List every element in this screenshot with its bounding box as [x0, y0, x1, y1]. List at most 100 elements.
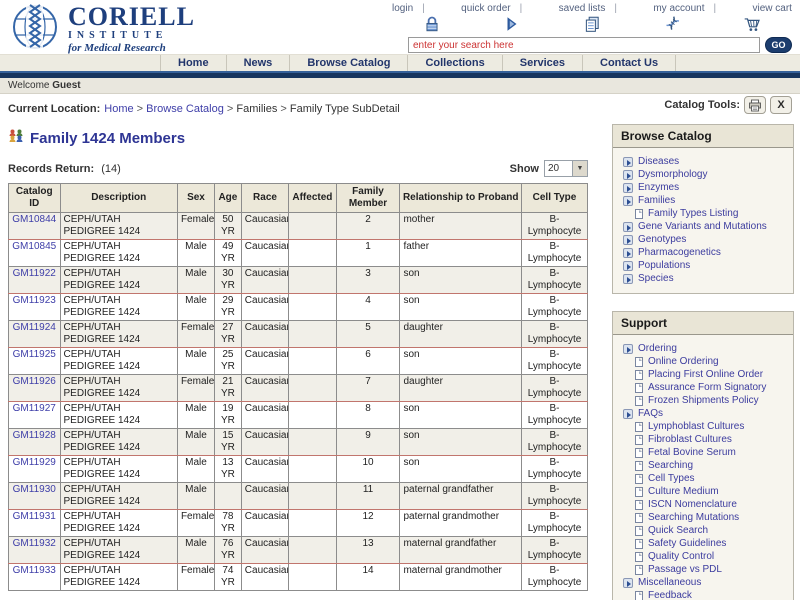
sidebar-item[interactable]: Fetal Bovine Serum: [619, 446, 789, 459]
sidebar-item[interactable]: Safety Guidelines: [619, 537, 789, 550]
catalog-tools: Catalog Tools: X: [664, 96, 792, 114]
logo-name: CORIELL: [68, 2, 195, 31]
nav-item[interactable]: Collections: [408, 55, 503, 71]
catalog-id-link[interactable]: GM11933: [12, 565, 56, 576]
sidebar-item[interactable]: Pharmacogenetics: [619, 246, 789, 259]
coriell-logo[interactable]: CORIELL INSTITUTE for Medical Research: [10, 2, 195, 57]
cell-affected: [288, 347, 337, 375]
sidebar-item[interactable]: Diseases: [619, 155, 789, 168]
cell-relationship: son: [399, 266, 523, 294]
sidebar-item[interactable]: Frozen Shipments Policy: [619, 394, 789, 407]
sidebar-item[interactable]: Gene Variants and Mutations: [619, 220, 789, 233]
sidebar-item[interactable]: Online Ordering: [619, 355, 789, 368]
sidebar-item[interactable]: Culture Medium: [619, 485, 789, 498]
catalog-id-link[interactable]: GM11932: [12, 538, 56, 549]
sidebar-item[interactable]: Assurance Form Signatory: [619, 381, 789, 394]
saved-lists-documents-icon[interactable]: [583, 15, 601, 33]
expand-icon: [623, 234, 633, 245]
printer-icon[interactable]: [744, 96, 766, 114]
cell-description: CEPH/UTAH PEDIGREE 1424: [59, 239, 178, 267]
search-input[interactable]: [408, 37, 760, 53]
sidebar-item[interactable]: ISCN Nomenclature: [619, 498, 789, 511]
utility-link[interactable]: login: [392, 3, 425, 14]
nav-item[interactable]: News: [227, 55, 291, 71]
cell-cell-type: B-Lymphocyte: [521, 347, 588, 375]
quick-order-arrow-icon[interactable]: [503, 15, 521, 33]
sidebar-item[interactable]: Miscellaneous: [619, 576, 789, 589]
page-icon: [635, 447, 643, 458]
catalog-id-link[interactable]: GM11922: [12, 268, 56, 279]
breadcrumb-item[interactable]: Families: [236, 103, 290, 115]
cell-affected: [288, 374, 337, 402]
sidebar-item[interactable]: Enzymes: [619, 181, 789, 194]
breadcrumb-item[interactable]: Browse Catalog: [146, 103, 236, 115]
sidebar-item[interactable]: Families: [619, 194, 789, 207]
sidebar-item[interactable]: Searching Mutations: [619, 511, 789, 524]
utility-link[interactable]: my account: [653, 3, 716, 14]
cell-age: 74 YR: [214, 563, 242, 591]
sidebar-item[interactable]: Feedback: [619, 589, 789, 600]
sidebar-item[interactable]: Quality Control: [619, 550, 789, 563]
chevron-down-icon[interactable]: ▼: [572, 161, 587, 176]
catalog-id-link[interactable]: GM11931: [12, 511, 56, 522]
breadcrumb-item[interactable]: Home: [104, 103, 146, 115]
cart-icon[interactable]: [743, 15, 761, 33]
page-icon: [635, 525, 643, 536]
sidebar-item[interactable]: Searching: [619, 459, 789, 472]
page-icon: [635, 208, 643, 219]
sidebar-item[interactable]: Fibroblast Cultures: [619, 433, 789, 446]
sidebar-item[interactable]: Placing First Online Order: [619, 368, 789, 381]
sidebar-item[interactable]: FAQs: [619, 407, 789, 420]
expand-icon: [623, 195, 633, 206]
catalog-id-link[interactable]: GM10844: [12, 214, 57, 225]
sidebar-item[interactable]: Lymphoblast Cultures: [619, 420, 789, 433]
nav-item[interactable]: Browse Catalog: [290, 55, 409, 71]
catalog-id-link[interactable]: GM11925: [12, 349, 56, 360]
nav-item[interactable]: Contact Us: [583, 55, 677, 71]
sidebar-item-label: Searching Mutations: [648, 512, 740, 523]
sidebar-item-label: FAQs: [638, 408, 664, 419]
catalog-id-link[interactable]: GM11929: [12, 457, 56, 468]
cell-sex: Female: [176, 320, 216, 348]
cell-family-member: 3: [335, 266, 401, 294]
browse-catalog-box: Browse Catalog Diseases Dysmorphology: [612, 124, 794, 294]
cell-age: 49 YR: [214, 239, 242, 267]
page-title: Family 1424 Members: [30, 130, 186, 147]
sidebar-item[interactable]: Family Types Listing: [619, 207, 789, 220]
sidebar-item[interactable]: Populations: [619, 259, 789, 272]
sidebar-item[interactable]: Dysmorphology: [619, 168, 789, 181]
sidebar-item-label: Gene Variants and Mutations: [638, 221, 767, 232]
sidebar-item-label: Species: [638, 273, 674, 284]
dna-icon[interactable]: [663, 15, 681, 33]
show-count-select[interactable]: 20 ▼: [544, 160, 588, 177]
nav-item[interactable]: Home: [160, 55, 227, 71]
sidebar-item[interactable]: Cell Types: [619, 472, 789, 485]
cell-family-member: 4: [335, 293, 401, 321]
utility-link[interactable]: saved lists: [559, 3, 617, 14]
cell-sex: Male: [176, 266, 216, 294]
excel-export-icon[interactable]: X: [770, 96, 792, 114]
cell-cell-type: B-Lymphocyte: [521, 239, 588, 267]
catalog-id-link[interactable]: GM11927: [12, 403, 56, 414]
sidebar-item[interactable]: Passage vs PDL: [619, 563, 789, 576]
nav-item[interactable]: Services: [503, 55, 584, 71]
sidebar-item[interactable]: Genotypes: [619, 233, 789, 246]
family-members-table: Catalog ID Description Sex Age Race Affe…: [8, 183, 588, 591]
breadcrumb-item[interactable]: Family Type SubDetail: [289, 103, 400, 115]
lock-icon[interactable]: [423, 15, 441, 33]
catalog-id-link[interactable]: GM11924: [12, 322, 56, 333]
sidebar-item[interactable]: Species: [619, 272, 789, 285]
search-go-button[interactable]: GO: [765, 37, 792, 53]
sidebar-item[interactable]: Ordering: [619, 342, 789, 355]
utility-link[interactable]: quick order: [461, 3, 522, 14]
catalog-id-link[interactable]: GM11923: [12, 295, 56, 306]
catalog-id-link[interactable]: GM11926: [12, 376, 56, 387]
catalog-id-link[interactable]: GM11928: [12, 430, 56, 441]
cell-cell-type: B-Lymphocyte: [521, 563, 588, 591]
cell-family-member: 1: [335, 239, 401, 267]
utility-link[interactable]: view cart: [752, 3, 792, 14]
expand-icon: [623, 221, 633, 232]
catalog-id-link[interactable]: GM10845: [12, 241, 57, 252]
catalog-id-link[interactable]: GM11930: [12, 484, 56, 495]
sidebar-item[interactable]: Quick Search: [619, 524, 789, 537]
